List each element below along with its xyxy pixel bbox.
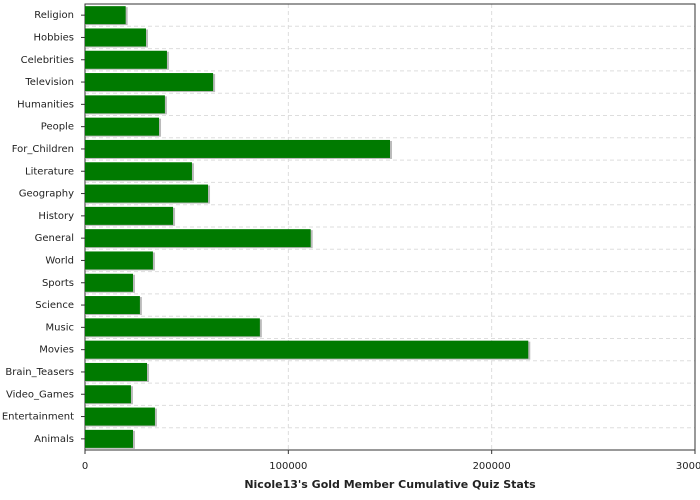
x-tick-label: 0 bbox=[82, 461, 88, 472]
bar bbox=[85, 73, 214, 92]
y-tick-label: World bbox=[45, 255, 74, 266]
y-tick-label: Movies bbox=[39, 345, 74, 356]
x-tick-label: 200000 bbox=[473, 461, 511, 472]
y-tick-label: Literature bbox=[25, 166, 74, 177]
bar bbox=[85, 229, 311, 248]
bar bbox=[85, 6, 126, 25]
y-tick-label: Celebrities bbox=[21, 55, 74, 66]
x-tick-label: 300000 bbox=[676, 461, 700, 472]
y-tick-label: History bbox=[38, 211, 74, 222]
y-tick-label: Television bbox=[24, 77, 74, 88]
y-tick-label: Brain_Teasers bbox=[5, 367, 74, 378]
y-tick-label: People bbox=[41, 122, 74, 133]
bar bbox=[85, 206, 174, 225]
bar bbox=[85, 296, 140, 315]
x-tick-label: 100000 bbox=[269, 461, 307, 472]
bar bbox=[85, 407, 155, 426]
bar bbox=[85, 318, 260, 337]
y-tick-label: Sports bbox=[42, 278, 74, 289]
bar bbox=[85, 251, 153, 270]
chart-title: Nicole13's Gold Member Cumulative Quiz S… bbox=[244, 478, 536, 491]
bar bbox=[85, 273, 133, 292]
y-tick-label: Animals bbox=[34, 434, 74, 445]
y-tick-label: Video_Games bbox=[6, 389, 74, 400]
bar bbox=[85, 429, 133, 448]
y-tick-label: Science bbox=[35, 300, 74, 311]
bar bbox=[85, 184, 209, 203]
y-tick-label: Religion bbox=[34, 10, 74, 21]
bar bbox=[85, 385, 131, 404]
y-tick-label: Entertainment bbox=[2, 412, 74, 423]
y-tick-label: For_Children bbox=[12, 144, 74, 155]
bar bbox=[85, 139, 390, 158]
bar bbox=[85, 50, 167, 69]
y-tick-label: General bbox=[35, 233, 74, 244]
bar bbox=[85, 362, 148, 381]
bar bbox=[85, 95, 165, 114]
bar bbox=[85, 162, 192, 181]
y-tick-label: Hobbies bbox=[34, 32, 74, 43]
y-tick-label: Music bbox=[46, 322, 74, 333]
y-tick-label: Humanities bbox=[17, 99, 74, 110]
y-tick-label: Geography bbox=[19, 189, 74, 200]
bar bbox=[85, 28, 146, 47]
plot-border bbox=[84, 3, 696, 451]
bar bbox=[85, 340, 529, 359]
bar bbox=[85, 117, 160, 136]
